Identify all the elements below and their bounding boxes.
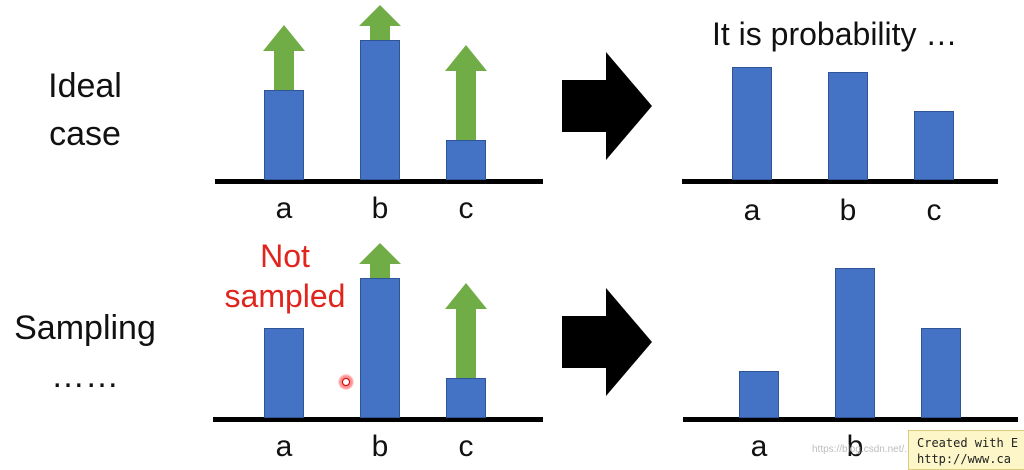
tick-label-c: c: [926, 194, 942, 227]
tick-label-c: c: [458, 192, 474, 225]
bar-c: [914, 111, 954, 180]
green-up-arrow-icon-b: [359, 5, 401, 40]
bar-c: [921, 328, 961, 418]
tick-label-a: a: [743, 194, 761, 227]
axis-baseline: [682, 179, 998, 184]
green-up-arrow-icon-b: [359, 243, 401, 278]
bar-b: [828, 72, 868, 180]
tick-label-a: a: [275, 192, 293, 225]
axis-baseline: [215, 179, 543, 184]
label-ideal-case: Ideal case: [48, 67, 122, 153]
title-probability: It is probability …: [712, 16, 958, 52]
cursor-indicator-icon: [338, 374, 354, 390]
label-sampling: Sampling ……: [14, 309, 156, 395]
bar-c: [446, 140, 486, 180]
bar-a: [739, 371, 779, 418]
axis-baseline: [683, 417, 1018, 422]
bar-b: [360, 40, 400, 180]
tick-label-b: b: [371, 430, 389, 463]
watermark-line-1: Created with E: [917, 436, 1019, 450]
not-sampled-annotation: Not sampled: [224, 238, 346, 314]
tick-label-b: b: [371, 192, 389, 225]
tick-label-a: a: [275, 430, 293, 463]
green-up-arrow-icon-c: [445, 283, 487, 378]
bar-b: [835, 268, 875, 418]
tick-label-a: a: [750, 430, 768, 463]
bar-a: [732, 67, 772, 180]
tick-label-b: b: [839, 194, 857, 227]
bar-a: [264, 328, 304, 418]
created-with-watermark: Created with E http://www.ca: [908, 430, 1024, 470]
black-arrow-icon-bottom: [562, 288, 652, 396]
bar-b: [360, 278, 400, 418]
bar-c: [446, 378, 486, 418]
bar-a: [264, 90, 304, 180]
green-up-arrow-icon-a: [263, 25, 305, 90]
green-up-arrow-icon-c: [445, 45, 487, 140]
tick-label-c: c: [458, 430, 474, 463]
blog-watermark: https://blog.csdn.net/...: [812, 444, 913, 455]
black-arrow-icon-top: [562, 52, 652, 160]
axis-baseline: [213, 417, 543, 422]
tick-label-b: b: [846, 430, 864, 463]
watermark-line-2: http://www.ca: [917, 452, 1011, 466]
